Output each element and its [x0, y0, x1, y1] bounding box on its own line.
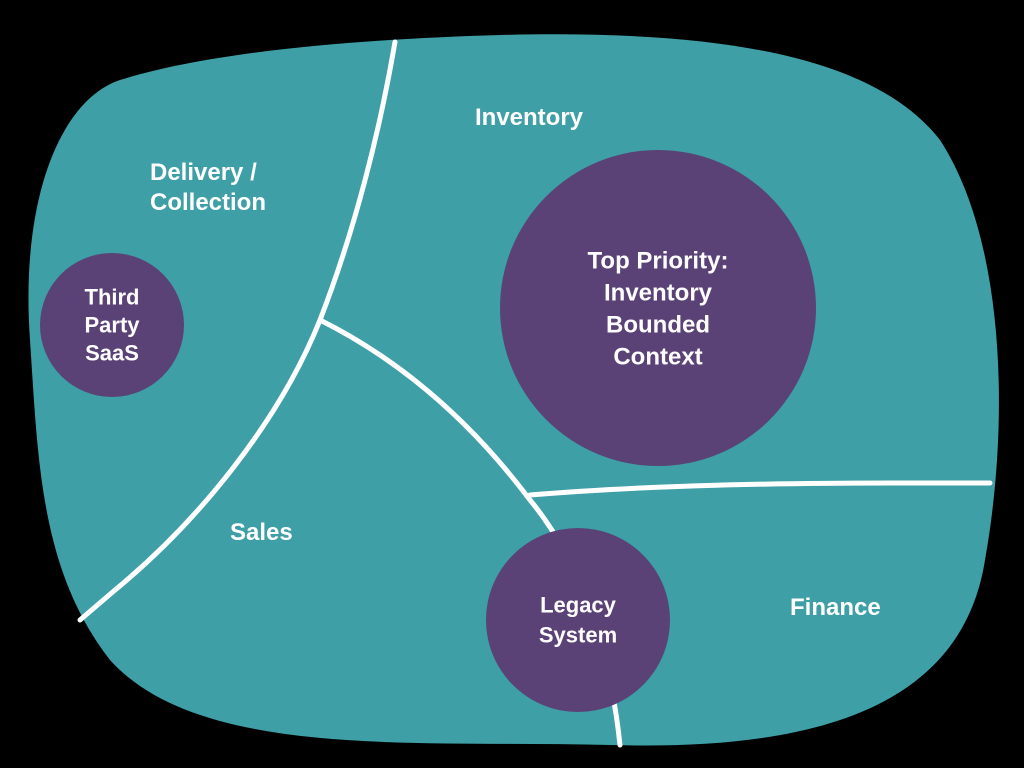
bounded-context-diagram: Delivery /CollectionInventorySalesFinanc…	[0, 0, 1024, 768]
region-label-inventory: Inventory	[475, 104, 584, 131]
bubble-label-third-party-saas: ThirdPartySaaS	[84, 285, 140, 366]
bubble-top-priority-inventory	[500, 150, 816, 466]
region-label-finance: Finance	[790, 594, 881, 621]
bubble-legacy-system	[486, 528, 670, 712]
region-label-sales: Sales	[230, 519, 293, 546]
